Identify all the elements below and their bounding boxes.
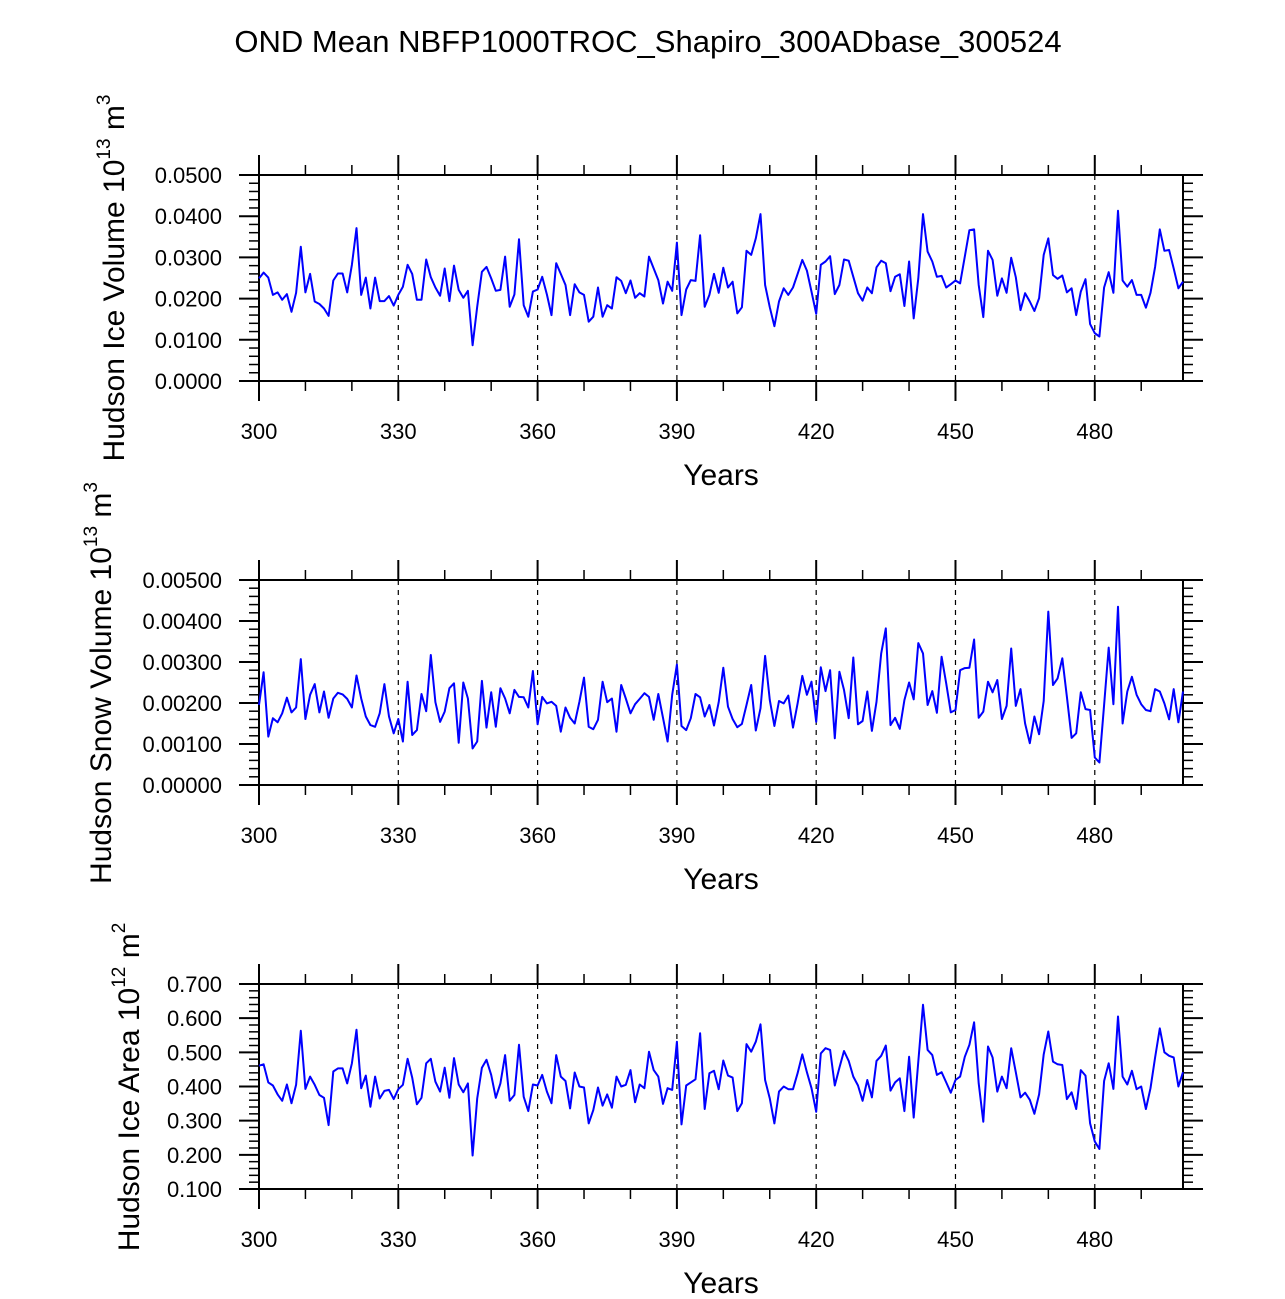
x-tick-label: 300: [241, 419, 278, 444]
series-line: [258, 605, 1184, 764]
x-tick-label: 390: [659, 823, 696, 848]
y-axis-label: Hudson Ice Volume 1013 m3: [94, 95, 131, 462]
x-tick-label: 360: [519, 1227, 556, 1252]
x-tick-label: 300: [241, 1227, 278, 1252]
y-tick-label: 0.00300: [142, 650, 222, 675]
x-tick-label: 480: [1076, 419, 1113, 444]
y-tick-label: 0.100: [167, 1177, 222, 1202]
y-label-exponent: 13: [81, 526, 102, 547]
x-tick-label: 330: [380, 1227, 417, 1252]
y-tick-label: 0.400: [167, 1075, 222, 1100]
y-tick-label: 0.00100: [142, 732, 222, 757]
y-label-unit-exponent: 2: [109, 923, 130, 934]
x-tick-label: 360: [519, 419, 556, 444]
x-tick-label: 390: [659, 419, 696, 444]
y-tick-label: 0.600: [167, 1006, 222, 1031]
x-tick-label: 480: [1076, 1227, 1113, 1252]
y-tick-label: 0.0400: [155, 204, 222, 229]
plot-frame: [258, 579, 1184, 786]
y-tick-label: 0.0300: [155, 245, 222, 270]
y-tick-label: 0.00400: [142, 609, 222, 634]
y-tick-label: 0.500: [167, 1040, 222, 1065]
panel-3: 0.100 0.200 0.300 0.400 0.500 0.600 0.700 300 33…: [109, 923, 1203, 1299]
x-tick-label: 360: [519, 823, 556, 848]
series-line: [258, 1003, 1184, 1157]
y-label-text: Hudson Ice Area 10: [113, 988, 146, 1252]
x-axis-label: Years: [683, 863, 759, 896]
y-label-unit-exponent: 3: [81, 482, 102, 493]
y-label-exponent: 13: [94, 138, 115, 159]
chart-title: OND Mean NBFP1000TROC_Shapiro_300ADbase_…: [234, 24, 1061, 59]
y-tick-label: 0.0200: [155, 287, 222, 312]
x-tick-label: 420: [798, 1227, 835, 1252]
plot-frame: [258, 983, 1184, 1190]
x-tick-label: 450: [937, 1227, 974, 1252]
y-tick-label: 0.200: [167, 1143, 222, 1168]
x-tick-label: 420: [798, 823, 835, 848]
y-axis-label: Hudson Ice Area 1012 m2: [109, 923, 146, 1252]
panel-2: 0.00000 0.00100 0.00200 0.00300 0.00400 0.005…: [81, 482, 1203, 896]
panel-1: 0.0000 0.0100 0.0200 0.0300 0.0400 0.0500 300 3…: [94, 95, 1203, 492]
y-label-unit: m: [98, 105, 131, 138]
y-tick-label: 0.700: [167, 972, 222, 997]
y-label-unit: m: [113, 933, 146, 966]
y-label-text: Hudson Snow Volume 10: [85, 547, 118, 884]
y-tick-label: 0.300: [167, 1109, 222, 1134]
y-tick-label: 0.0100: [155, 328, 222, 353]
y-label-exponent: 12: [109, 967, 130, 988]
y-tick-label: 0.0500: [155, 163, 222, 188]
y-tick-label: 0.0000: [155, 369, 222, 394]
x-tick-label: 480: [1076, 823, 1113, 848]
y-axis-label: Hudson Snow Volume 1013 m3: [81, 482, 118, 884]
y-tick-label: 0.00200: [142, 691, 222, 716]
y-label-unit-exponent: 3: [94, 95, 115, 106]
x-tick-label: 420: [798, 419, 835, 444]
x-tick-label: 390: [659, 1227, 696, 1252]
x-axis-label: Years: [683, 1267, 759, 1299]
y-tick-label: 0.00000: [142, 773, 222, 798]
x-tick-label: 450: [937, 823, 974, 848]
x-tick-label: 450: [937, 419, 974, 444]
x-tick-label: 330: [380, 419, 417, 444]
series-line: [258, 209, 1184, 347]
x-tick-label: 300: [241, 823, 278, 848]
y-label-text: Hudson Ice Volume 10: [98, 160, 131, 462]
y-tick-label: 0.00500: [142, 568, 222, 593]
x-axis-label: Years: [683, 459, 759, 492]
y-label-unit: m: [85, 493, 118, 526]
x-tick-label: 330: [380, 823, 417, 848]
